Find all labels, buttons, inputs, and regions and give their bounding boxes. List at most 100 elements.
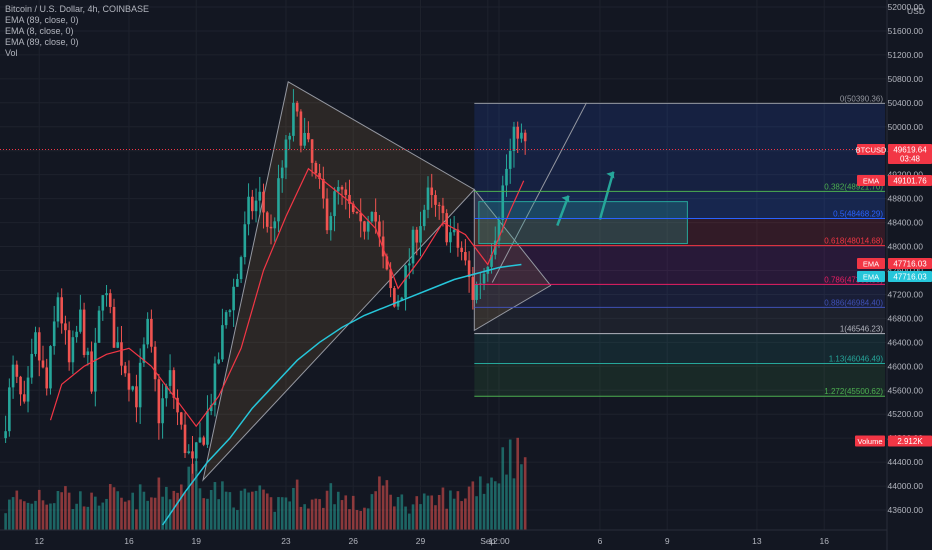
- y-tick-label: 47200.00: [888, 289, 924, 299]
- volume-bar: [299, 506, 303, 530]
- volume-bar: [449, 490, 452, 530]
- volume-bar: [295, 479, 299, 530]
- tag-label-box: [857, 270, 885, 282]
- candle-body: [49, 346, 52, 389]
- fib-zone: [474, 103, 885, 192]
- tag-label: EMA: [863, 272, 879, 281]
- volume-bar: [411, 504, 415, 530]
- candle-body: [209, 405, 213, 412]
- volume-bar: [232, 507, 235, 530]
- candle-body: [179, 412, 183, 425]
- y-tick-label: 46800.00: [888, 313, 924, 323]
- candle-body: [430, 187, 434, 196]
- candle-body: [501, 185, 505, 220]
- candle-body: [67, 330, 71, 363]
- candle-body: [22, 394, 26, 402]
- candle-body: [86, 351, 90, 355]
- y-tick-label: 46400.00: [888, 337, 924, 347]
- candle-body: [127, 373, 131, 390]
- fib-zone: [474, 307, 885, 334]
- candle-body: [318, 173, 321, 180]
- fib-label: 0.786(47368.85): [824, 275, 883, 284]
- volume-bar: [456, 491, 460, 530]
- fib-lines: 0(50390.36) 0.382(48921.70) 0.5(48468.29) 0…: [0, 94, 887, 397]
- price-tag: [888, 270, 932, 282]
- candle-body: [26, 377, 30, 402]
- volume-bar: [146, 500, 149, 530]
- volume-bar: [209, 490, 213, 530]
- volume-bar: [426, 495, 430, 530]
- candle-body: [322, 179, 325, 199]
- x-tick-label: 16: [124, 536, 134, 546]
- legend-indicator[interactable]: Vol: [5, 48, 18, 58]
- candle-body: [460, 247, 463, 252]
- legend-indicator[interactable]: EMA (89, close, 0): [5, 15, 79, 25]
- fib-label: 0.5(48468.29): [833, 209, 883, 218]
- legend-indicator[interactable]: EMA (89, close, 0): [5, 37, 79, 47]
- volume-bar: [86, 506, 90, 530]
- candle-body: [37, 332, 41, 361]
- candle-body: [116, 342, 120, 348]
- candle-body: [404, 265, 407, 298]
- candle-body: [157, 379, 161, 424]
- y-tick-label: 51600.00: [888, 26, 924, 36]
- volume-bar: [310, 499, 314, 530]
- candle-body: [97, 310, 101, 343]
- price-axis[interactable]: 43600.0044000.0044400.0044800.0045200.00…: [855, 0, 932, 550]
- volume-bar: [415, 496, 419, 530]
- volume-bar: [445, 508, 448, 530]
- x-tick-label: 6: [598, 536, 603, 546]
- arrow-mark: [561, 195, 570, 203]
- volume-bar: [191, 463, 194, 530]
- fib-zone: [474, 284, 885, 308]
- price-tag: [888, 144, 932, 165]
- volume-bar: [482, 493, 486, 530]
- fib-label: 0.382(48921.70): [824, 182, 883, 191]
- price-tag: [888, 175, 932, 187]
- candle-body: [250, 196, 254, 212]
- volume-bar: [493, 481, 497, 530]
- candle-body: [273, 221, 277, 229]
- volume-bar: [303, 504, 306, 530]
- candle-body: [120, 342, 123, 366]
- volume-bar: [97, 505, 101, 530]
- legend-indicator[interactable]: EMA (8, close, 0): [5, 26, 74, 36]
- volume-tag-value: 2.912K: [897, 437, 923, 446]
- candle-body: [243, 224, 247, 258]
- volume-bar: [314, 498, 318, 530]
- candle-body: [187, 451, 191, 454]
- volume-bar: [336, 491, 340, 530]
- volume-bar: [206, 498, 209, 530]
- candle-body: [191, 451, 194, 459]
- fib-zone: [474, 191, 885, 219]
- candle-body: [411, 229, 415, 264]
- candle-body: [232, 286, 235, 311]
- volume-bar: [187, 466, 191, 530]
- volume-bar: [460, 501, 463, 530]
- y-tick-label: 52000.00: [888, 2, 924, 12]
- candle-body: [176, 397, 179, 413]
- volume-bar: [467, 486, 471, 530]
- volume-bar: [179, 484, 183, 530]
- volume-bar: [422, 493, 426, 530]
- candle-body: [4, 431, 7, 439]
- price-tag-time: 03:48: [900, 155, 921, 164]
- y-tick-label: 51200.00: [888, 50, 924, 60]
- volume-bar: [75, 503, 78, 530]
- tag-label: BTCUSD: [856, 146, 887, 155]
- volume-bar: [370, 494, 374, 530]
- candle-body: [437, 204, 441, 206]
- candle-body: [351, 203, 355, 213]
- volume-bar: [490, 477, 493, 530]
- volume-bar: [340, 500, 344, 530]
- candle-body: [467, 260, 471, 278]
- y-tick-label: 45200.00: [888, 409, 924, 419]
- candle-body: [359, 212, 363, 222]
- x-tick-label: 23: [281, 536, 291, 546]
- candle-body: [165, 385, 168, 399]
- volume-bar: [262, 489, 265, 530]
- fib-label: 1.13(46046.49): [829, 355, 884, 364]
- tag-label: EMA: [863, 260, 879, 269]
